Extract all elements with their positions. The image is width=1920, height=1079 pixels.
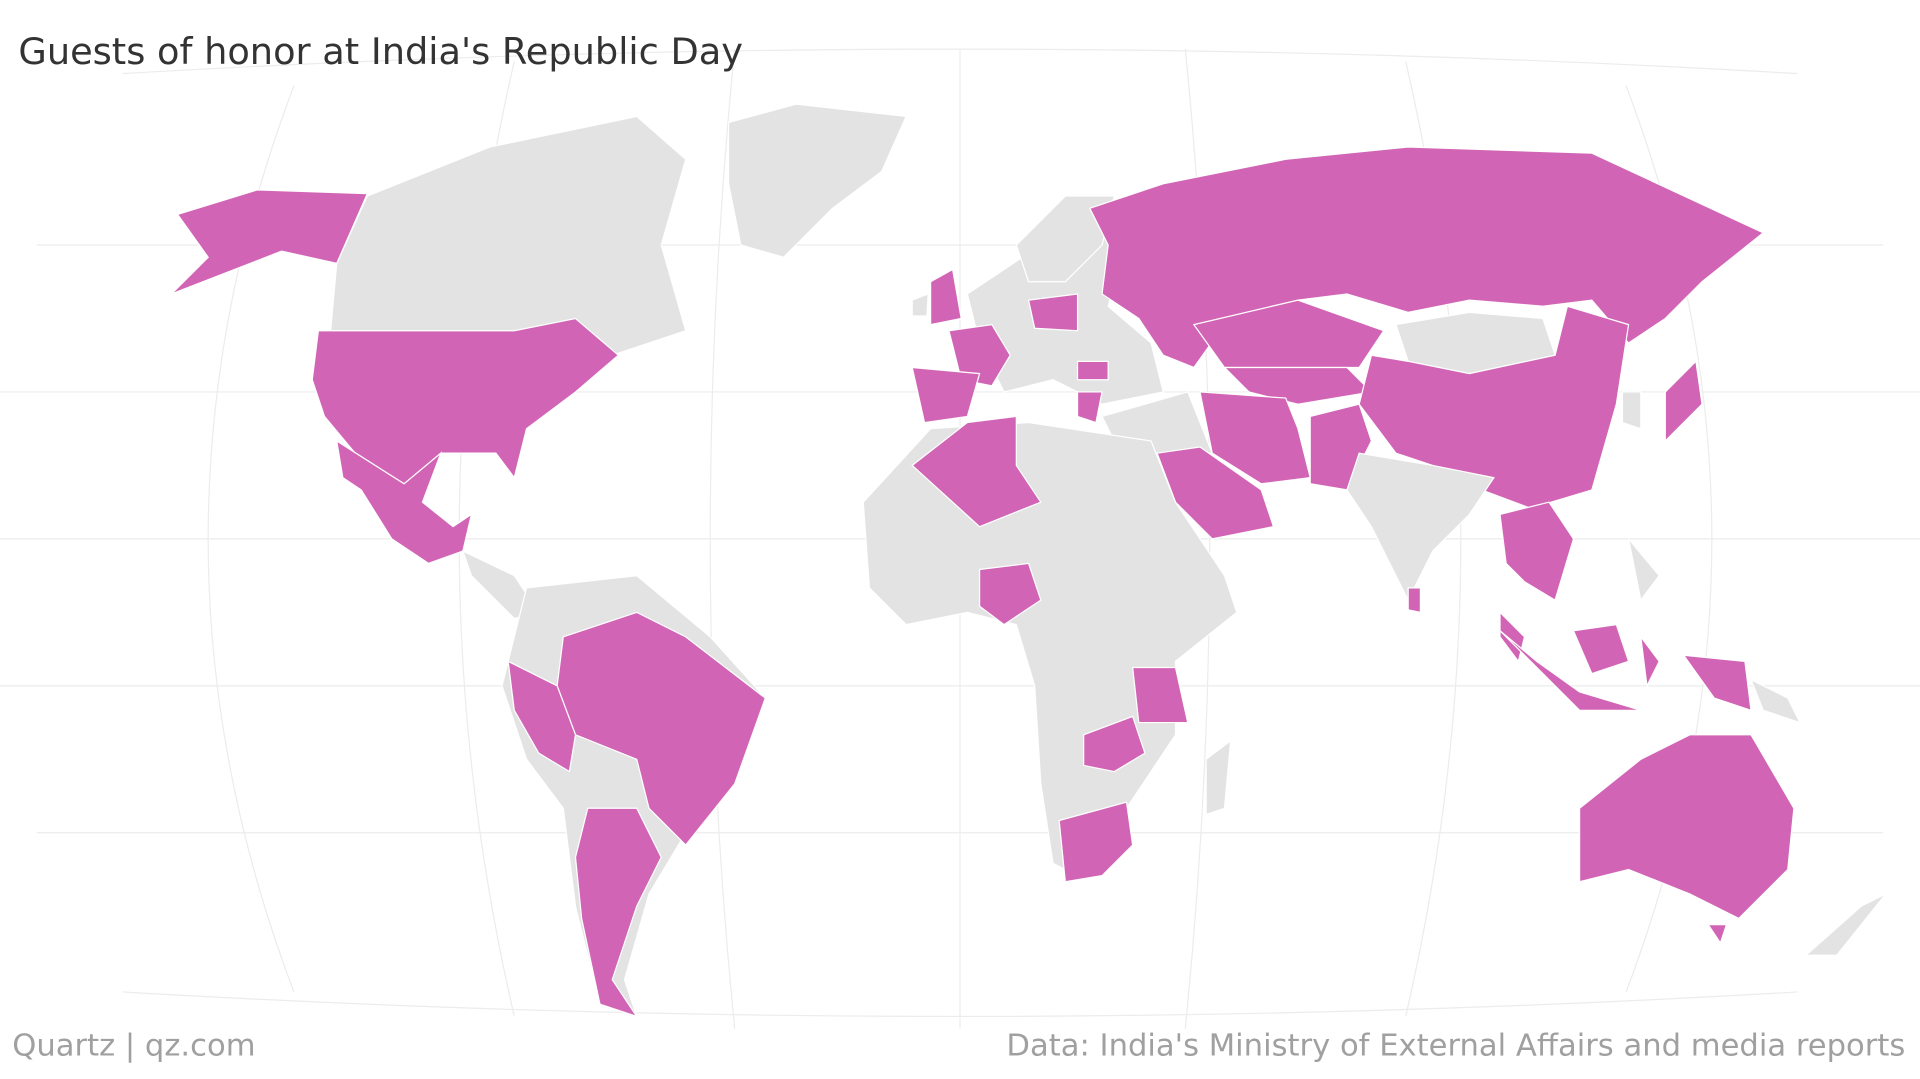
tanzania [1131, 666, 1189, 724]
greece [1076, 391, 1103, 424]
sumatra-java [1499, 630, 1641, 711]
png [1749, 678, 1802, 724]
ireland [911, 293, 929, 317]
argentina [574, 807, 662, 1018]
borneo [1572, 623, 1630, 675]
title: Guests of honor at India's Republic Day [18, 30, 743, 73]
usa [311, 317, 620, 485]
nigeria [978, 562, 1042, 626]
australia [1578, 734, 1795, 920]
bulgaria [1076, 360, 1109, 381]
madagascar [1205, 739, 1232, 816]
malaysia [1499, 610, 1526, 663]
greenland [727, 103, 908, 258]
world-map [170, 103, 1887, 1018]
south-africa [1058, 801, 1134, 883]
china [1358, 305, 1630, 509]
iberia [911, 366, 981, 424]
source-credit: Data: India's Ministry of External Affai… [1006, 1029, 1905, 1064]
algeria [911, 415, 1042, 528]
canada [329, 115, 687, 356]
uk [930, 268, 962, 326]
zambia-zimbabwe [1083, 715, 1146, 773]
poland [1027, 293, 1079, 332]
scandinavia [1015, 195, 1116, 283]
new-zealand [1804, 893, 1887, 956]
mexico [335, 439, 473, 565]
central-asia [1223, 366, 1373, 405]
indochina [1499, 501, 1575, 602]
philippines [1627, 538, 1660, 602]
india [1346, 452, 1495, 602]
japan [1664, 360, 1703, 443]
korea [1621, 391, 1642, 430]
papua [1682, 654, 1752, 712]
sri-lanka [1407, 587, 1422, 614]
peru [507, 660, 577, 773]
alaska [170, 189, 369, 295]
brand: Quartz | qz.com [12, 1029, 255, 1064]
tasmania [1707, 923, 1728, 945]
sulawesi [1639, 634, 1660, 688]
